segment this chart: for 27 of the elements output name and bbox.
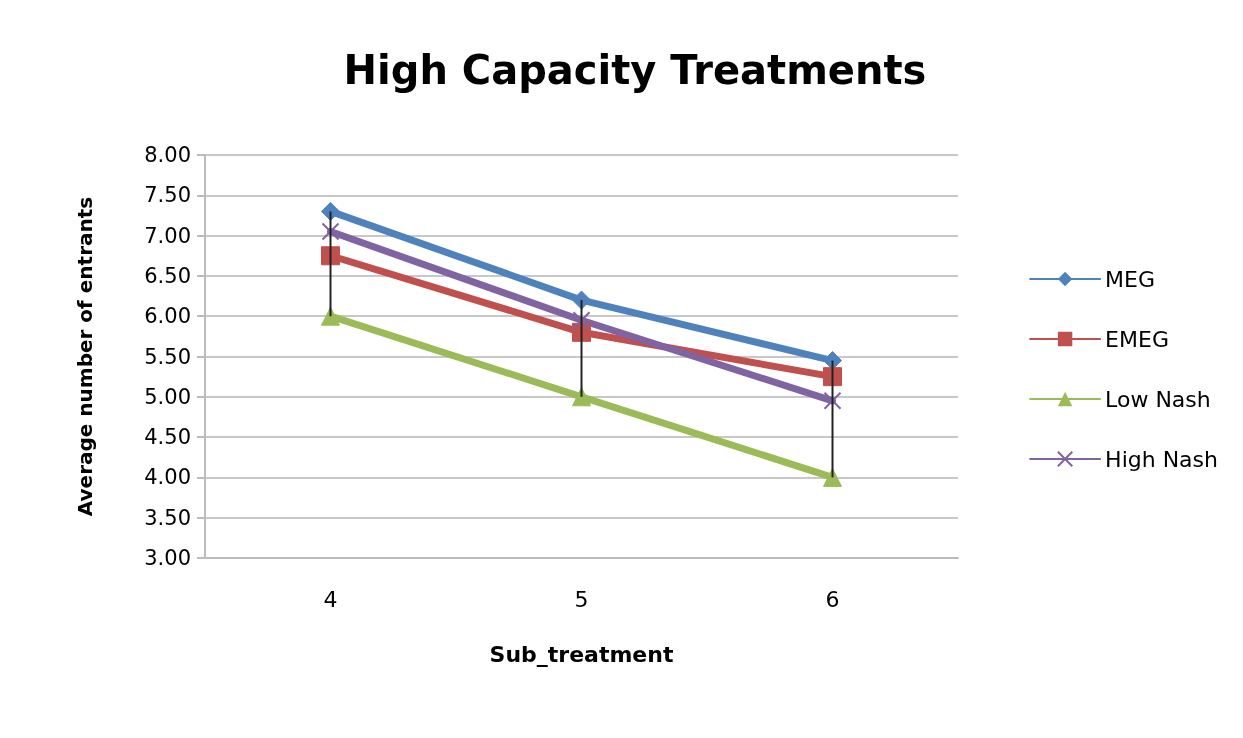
legend-label: MEG [1105, 266, 1156, 292]
y-tick-label: 8.00 [144, 143, 191, 167]
x-tick-label: 6 [825, 586, 840, 612]
y-tick-label: 7.00 [144, 223, 191, 248]
point [321, 306, 340, 326]
y-tick-label: 6.50 [144, 263, 191, 288]
point [321, 222, 340, 241]
point [572, 387, 591, 407]
y-tick-label: 7.50 [144, 183, 191, 208]
chart-title: High Capacity Treatments [343, 47, 927, 93]
x-tick-label: 4 [323, 586, 338, 612]
y-tick-label: 3.00 [144, 546, 191, 570]
y-tick-label: 6.00 [144, 304, 191, 329]
y-axis-title: Average number of entrants [73, 196, 97, 517]
legend-label: Low Nash [1105, 386, 1211, 412]
point [823, 391, 842, 410]
legend-label: EMEG [1105, 326, 1169, 352]
legend-label: High Nash [1105, 446, 1219, 472]
x-tick-label: 5 [574, 586, 589, 612]
point [823, 467, 842, 487]
y-tick-label: 5.50 [144, 344, 191, 369]
y-tick-label: 4.00 [144, 465, 191, 490]
x-axis-title: Sub_treatment [489, 641, 674, 667]
point [572, 311, 591, 330]
y-tick-label: 4.50 [144, 425, 191, 450]
y-tick-label: 5.00 [144, 384, 191, 409]
y-tick-label: 3.50 [144, 505, 191, 530]
